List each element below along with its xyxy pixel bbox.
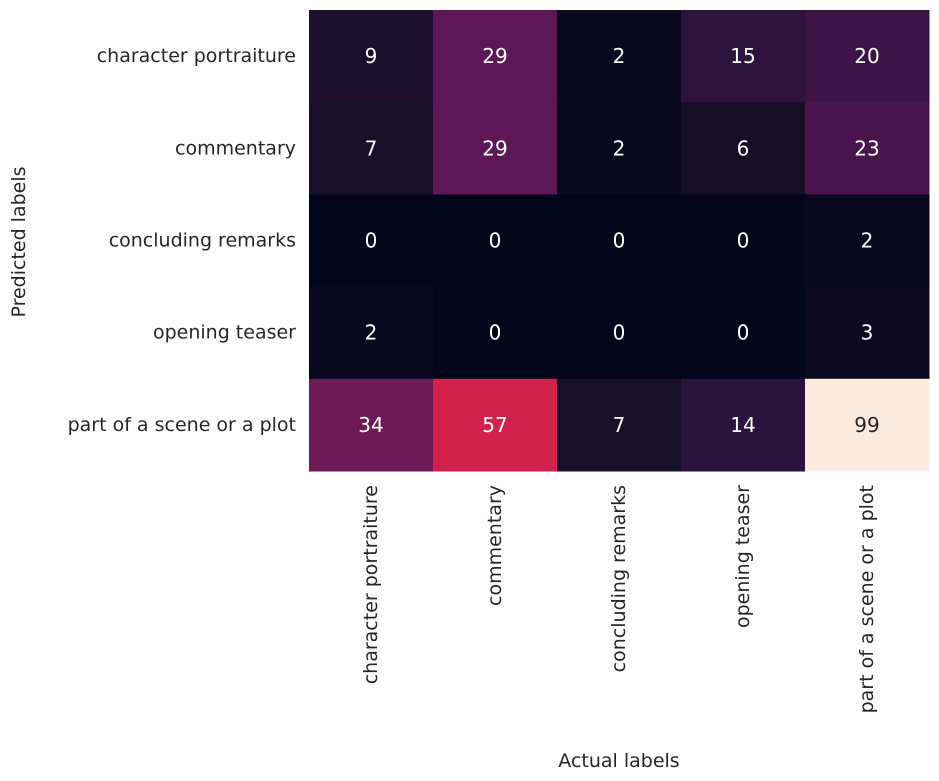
cell-value-r4-c0: 34 bbox=[358, 413, 383, 437]
cell-value-r0-c0: 9 bbox=[365, 44, 378, 68]
cell-value-r1-c4: 23 bbox=[854, 136, 879, 160]
x-tick-character-portraiture: character portraiture bbox=[360, 485, 382, 684]
y-axis-label: Predicted labels bbox=[8, 166, 30, 317]
cell-value-r2-c0: 0 bbox=[365, 229, 378, 253]
x-tick-opening-teaser: opening teaser bbox=[732, 485, 754, 628]
cell-value-r3-c4: 3 bbox=[861, 321, 874, 345]
y-tick-concluding-remarks: concluding remarks bbox=[109, 230, 296, 252]
cell-value-r0-c2: 2 bbox=[613, 44, 626, 68]
heatmap-cell-r1-c0 bbox=[309, 102, 434, 195]
y-tick-commentary: commentary bbox=[175, 137, 296, 159]
heatmap-cell-r3-c0 bbox=[309, 286, 434, 380]
y-tick-character-portraiture: character portraiture bbox=[97, 45, 296, 67]
heatmap-cells bbox=[309, 10, 930, 472]
heatmap-cell-labels: 9 29 2 15 207 29 2 6 230 0 0 0 22 0 0 0 334 57 7 14 99 bbox=[358, 44, 879, 437]
heatmap-cell-r3-c2 bbox=[557, 286, 682, 380]
heatmap-cell-r0-c3 bbox=[681, 10, 806, 103]
cell-value-r4-c1: 57 bbox=[482, 413, 507, 437]
y-tick-labels: character portraiture commentary concludin… bbox=[68, 45, 297, 436]
cell-value-r2-c1: 0 bbox=[489, 229, 502, 253]
heatmap-cell-r2-c4 bbox=[805, 194, 930, 288]
x-tick-labels: character portraiture commentary concludin… bbox=[360, 485, 878, 714]
heatmap-cell-r0-c0 bbox=[309, 10, 434, 103]
heatmap-cell-r2-c1 bbox=[433, 194, 558, 288]
heatmap-cell-r1-c2 bbox=[557, 102, 682, 195]
x-axis-label: Actual labels bbox=[558, 750, 679, 772]
cell-value-r3-c1: 0 bbox=[489, 321, 502, 345]
heatmap-cell-r4-c2 bbox=[557, 378, 682, 472]
cell-value-r3-c3: 0 bbox=[737, 321, 750, 345]
heatmap-cell-r4-c1 bbox=[433, 378, 558, 472]
cell-value-r0-c3: 15 bbox=[730, 44, 755, 68]
cell-value-r1-c3: 6 bbox=[737, 136, 750, 160]
heatmap-cell-r4-c3 bbox=[681, 378, 806, 472]
heatmap-cell-r1-c1 bbox=[433, 102, 558, 195]
cell-value-r1-c1: 29 bbox=[482, 136, 507, 160]
cell-value-r4-c2: 7 bbox=[613, 413, 626, 437]
cell-value-r2-c3: 0 bbox=[737, 229, 750, 253]
cell-value-r1-c0: 7 bbox=[365, 136, 378, 160]
heatmap-cell-r3-c3 bbox=[681, 286, 806, 380]
heatmap-cell-r0-c4 bbox=[805, 10, 930, 103]
heatmap-cell-r2-c2 bbox=[557, 194, 682, 288]
x-tick-part-of-a-scene-or-a-plot: part of a scene or a plot bbox=[856, 485, 878, 713]
y-tick-opening-teaser: opening teaser bbox=[153, 322, 296, 344]
cell-value-r3-c2: 0 bbox=[613, 321, 626, 345]
heatmap-cell-r4-c4 bbox=[805, 378, 930, 472]
heatmap-cell-r2-c0 bbox=[309, 194, 434, 288]
heatmap-cell-r3-c1 bbox=[433, 286, 558, 380]
heatmap-cell-r3-c4 bbox=[805, 286, 930, 380]
cell-value-r1-c2: 2 bbox=[613, 136, 626, 160]
cell-value-r4-c4: 99 bbox=[854, 413, 879, 437]
heatmap-cell-r0-c1 bbox=[433, 10, 558, 103]
y-tick-part-of-a-scene-or-a-plot: part of a scene or a plot bbox=[68, 414, 296, 436]
cell-value-r2-c2: 0 bbox=[613, 229, 626, 253]
heatmap-cell-r2-c3 bbox=[681, 194, 806, 288]
heatmap-cell-r4-c0 bbox=[309, 378, 434, 472]
cell-value-r0-c1: 29 bbox=[482, 44, 507, 68]
cell-value-r0-c4: 20 bbox=[854, 44, 879, 68]
cell-value-r4-c3: 14 bbox=[730, 413, 755, 437]
heatmap-cell-r0-c2 bbox=[557, 10, 682, 103]
cell-value-r2-c4: 2 bbox=[861, 229, 874, 253]
x-tick-concluding-remarks: concluding remarks bbox=[608, 485, 630, 672]
heatmap-cell-r1-c3 bbox=[681, 102, 806, 195]
x-tick-commentary: commentary bbox=[484, 485, 506, 606]
heatmap-cell-r1-c4 bbox=[805, 102, 930, 195]
cell-value-r3-c0: 2 bbox=[365, 321, 378, 345]
